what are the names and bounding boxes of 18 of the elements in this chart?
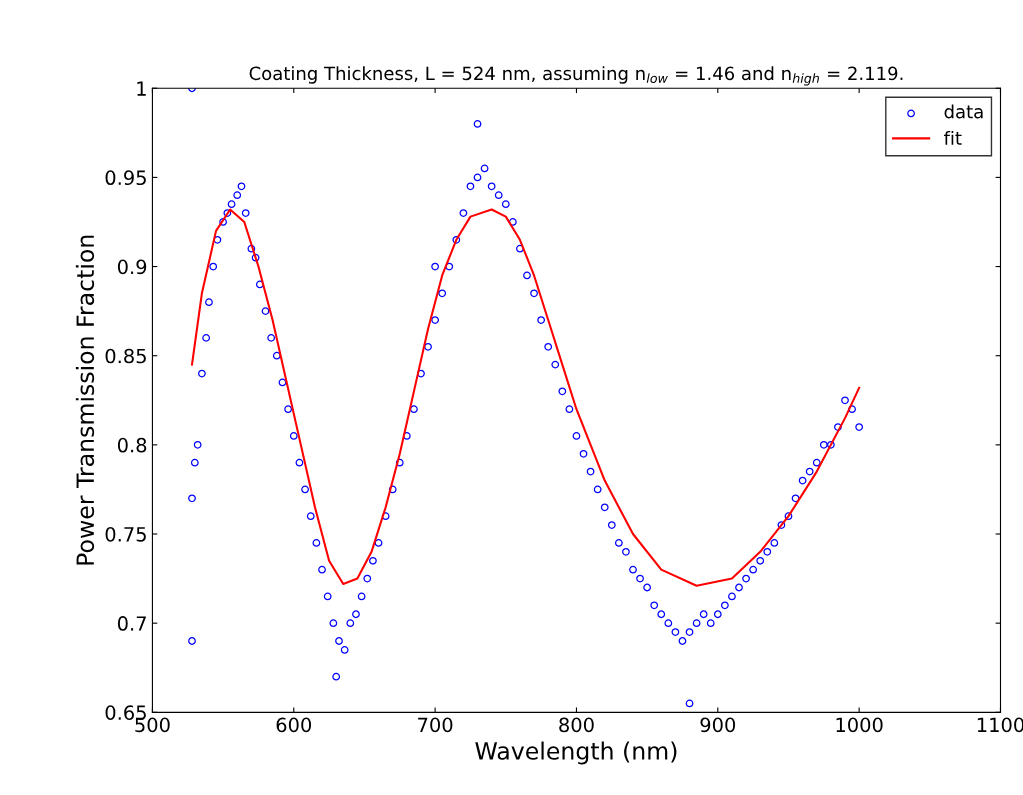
x-tick-label: 900 <box>700 717 736 733</box>
y-axis-title: Power Transmission Fraction <box>75 235 95 565</box>
legend-label: fit <box>943 131 962 145</box>
x-axis-title: Wavelength (nm) <box>475 741 677 765</box>
x-tick-label: 600 <box>276 717 312 733</box>
y-tick-label: 0.9 <box>117 259 147 275</box>
x-tick-label: 1000 <box>836 717 883 733</box>
y-tick-label: 0.8 <box>117 437 147 453</box>
y-tick-label: 0.85 <box>105 348 146 364</box>
y-tick-label: 0.75 <box>105 526 146 542</box>
legend-label: data <box>944 104 983 119</box>
chart-title: Coating Thickness, L = 524 nm, assuming n$_{low}$ = 1.46 and n$_{high}$ = 2.119. <box>249 66 903 86</box>
x-tick-label: 800 <box>559 717 594 733</box>
y-tick-label: 0.95 <box>105 170 146 186</box>
x-tick-label: 1100 <box>977 717 1023 733</box>
y-tick-label: 0.7 <box>117 616 146 631</box>
y-tick-label: 1 <box>137 81 146 96</box>
x-tick-label: 700 <box>418 717 453 733</box>
